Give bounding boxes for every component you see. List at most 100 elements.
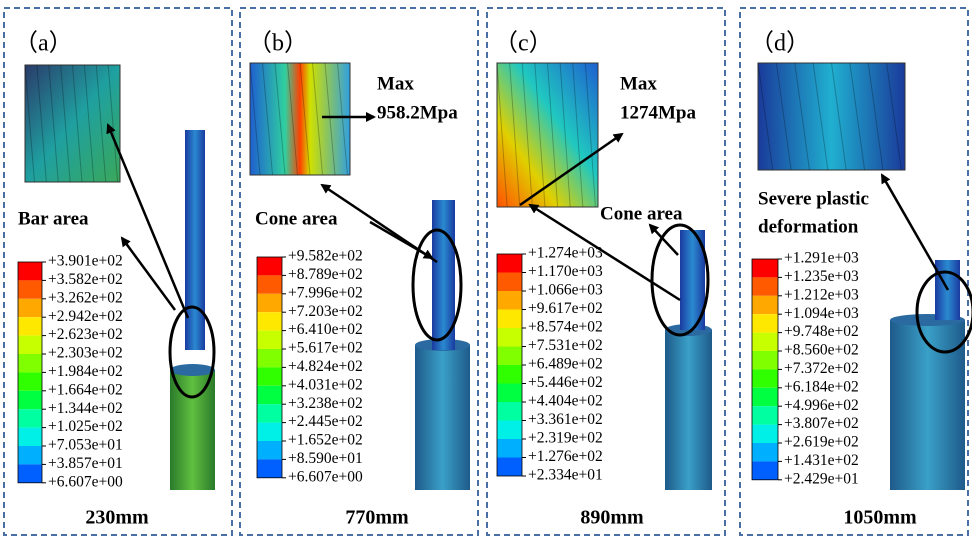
inset-image <box>25 65 120 182</box>
legend-swatch <box>752 425 778 443</box>
legend-swatch <box>497 273 522 292</box>
legend-swatch <box>257 257 282 275</box>
annotation: Max <box>377 73 414 94</box>
legend-swatch <box>257 349 282 367</box>
legend-label: +7.531e+02 <box>528 337 603 354</box>
legend-label: +3.361e+02 <box>528 411 603 428</box>
legend-label: +3.901e+02 <box>48 253 123 270</box>
legend-swatch <box>18 391 42 409</box>
legend-label: +4.031e+02 <box>288 376 363 393</box>
legend-label: +1.066e+03 <box>528 282 603 299</box>
legend-label: +1.094e+03 <box>784 305 859 322</box>
legend-swatch <box>497 347 522 366</box>
model-cylinder <box>665 330 712 490</box>
legend-swatch <box>752 443 778 461</box>
legend-label: +4.404e+02 <box>528 393 603 410</box>
legend-swatch <box>18 409 42 427</box>
legend-swatch <box>257 331 282 349</box>
inset-image <box>250 63 350 175</box>
legend-swatch <box>257 294 282 312</box>
legend-label: +2.623e+02 <box>48 326 123 343</box>
legend-swatch <box>752 333 778 351</box>
legend-label: +7.053e+01 <box>48 437 123 454</box>
legend-label: +6.607e+00 <box>48 473 123 490</box>
legend-label: +9.582e+02 <box>288 248 363 265</box>
legend-swatch <box>497 254 522 273</box>
legend-label: +1.274e+03 <box>528 245 603 262</box>
legend-swatch <box>497 421 522 440</box>
model-cylinder <box>415 345 470 490</box>
panel-caption: 770mm <box>345 507 409 529</box>
panel-label: （c） <box>494 31 553 57</box>
legend-swatch <box>18 299 42 317</box>
annotation: 1274Mpa <box>620 102 697 123</box>
legend-swatch <box>497 402 522 421</box>
legend-label: +1.212e+03 <box>784 286 859 303</box>
legend-label: +9.748e+02 <box>784 323 859 340</box>
legend-swatch <box>18 280 42 298</box>
legend-label: +3.807e+02 <box>784 415 859 432</box>
legend-swatch <box>18 446 42 464</box>
legend-swatch <box>257 404 282 422</box>
panel-caption: 230mm <box>85 507 149 529</box>
legend-swatch <box>257 441 282 459</box>
legend-label: +8.574e+02 <box>528 319 603 336</box>
legend-swatch <box>18 262 42 280</box>
legend-label: +2.942e+02 <box>48 308 123 325</box>
legend-label: +8.560e+02 <box>784 342 859 359</box>
legend-swatch <box>257 459 282 477</box>
legend-swatch <box>752 406 778 424</box>
model-cylinder <box>170 370 215 490</box>
legend-swatch <box>752 296 778 314</box>
annotation: Cone area <box>255 208 338 229</box>
legend-swatch <box>497 365 522 384</box>
panel-label: （a） <box>14 31 73 57</box>
legend-label: +3.238e+02 <box>288 395 363 412</box>
legend-swatch <box>752 369 778 387</box>
legend-label: +6.489e+02 <box>528 356 603 373</box>
legend-swatch <box>18 372 42 390</box>
legend-label: +1.235e+03 <box>784 268 859 285</box>
legend-label: +1.291e+03 <box>784 250 859 267</box>
legend-label: +2.429e+01 <box>784 470 859 487</box>
panel-label: （d） <box>750 31 810 57</box>
legend-swatch <box>497 310 522 329</box>
legend-label: +7.203e+02 <box>288 303 363 320</box>
annotation: Max <box>620 73 657 94</box>
legend-swatch <box>18 336 42 354</box>
legend-label: +5.617e+02 <box>288 340 363 357</box>
legend-swatch <box>497 439 522 458</box>
legend-label: +2.619e+02 <box>784 434 859 451</box>
arrow <box>122 238 175 310</box>
legend-swatch <box>18 317 42 335</box>
figure: （a）Bar area+3.901e+02+3.582e+02+3.262e+0… <box>0 0 972 539</box>
legend-label: +3.262e+02 <box>48 289 123 306</box>
annotation: Cone area <box>600 203 683 224</box>
legend-label: +1.652e+02 <box>288 432 363 449</box>
legend-label: +1.344e+02 <box>48 400 123 417</box>
legend-label: +6.607e+00 <box>288 468 363 485</box>
panel-caption: 890mm <box>580 507 644 529</box>
inset-image <box>758 63 905 170</box>
arrow <box>650 225 678 255</box>
model-top <box>170 364 215 376</box>
legend-swatch <box>257 423 282 441</box>
legend-swatch <box>257 275 282 293</box>
legend-label: +1.025e+02 <box>48 418 123 435</box>
legend-swatch <box>257 367 282 385</box>
legend-label: +6.410e+02 <box>288 321 363 338</box>
legend-swatch <box>497 458 522 477</box>
legend-label: +6.184e+02 <box>784 378 859 395</box>
legend-swatch <box>18 428 42 446</box>
legend-label: +1.431e+02 <box>784 452 859 469</box>
legend-swatch <box>497 384 522 403</box>
legend-label: +2.319e+02 <box>528 430 603 447</box>
legend-label: +9.617e+02 <box>528 300 603 317</box>
legend-swatch <box>752 277 778 295</box>
legend-label: +2.334e+01 <box>528 467 603 484</box>
arrow <box>882 175 948 290</box>
legend-swatch <box>18 464 42 482</box>
legend-swatch <box>257 312 282 330</box>
legend-swatch <box>752 351 778 369</box>
legend-label: +3.857e+01 <box>48 455 123 472</box>
